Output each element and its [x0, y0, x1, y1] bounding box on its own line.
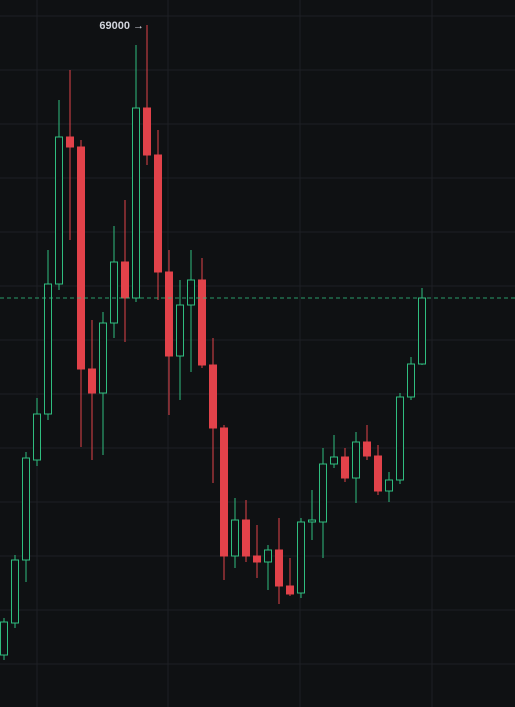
candle-body [99, 322, 107, 394]
candle-body [121, 261, 129, 299]
candle-body [308, 519, 316, 523]
candle-body [88, 368, 96, 394]
candle-body [319, 463, 327, 523]
candle-body [154, 154, 162, 273]
candle-body [352, 441, 360, 479]
annotation: 69000 → [99, 20, 144, 32]
candle-body [187, 279, 195, 306]
candle-body [341, 456, 349, 479]
candle-body [418, 297, 426, 365]
candle-body [55, 136, 63, 285]
candle-body [374, 455, 382, 492]
candle-body [385, 479, 393, 492]
candle-body [0, 621, 8, 656]
candle-body [297, 521, 305, 594]
candle-body [407, 363, 415, 398]
candle-body [209, 364, 217, 429]
candle-body [253, 555, 261, 563]
candle-body [66, 136, 74, 148]
candle-body [220, 427, 228, 557]
candle-body [231, 519, 239, 557]
candle-body [165, 271, 173, 357]
candle-body [286, 585, 294, 595]
candle-body [33, 413, 41, 461]
candle-body [242, 519, 250, 557]
candle-body [110, 261, 118, 324]
candle-body [264, 549, 272, 563]
candle-body [77, 146, 85, 370]
candle-body [132, 107, 140, 299]
candle-body [22, 457, 30, 561]
candle-body [363, 441, 371, 457]
candle-body [176, 304, 184, 357]
candle-body [143, 107, 151, 156]
candle-body [275, 549, 283, 587]
candle-body [330, 456, 338, 465]
candle-body [198, 279, 206, 366]
candle-body [44, 283, 52, 415]
candle-body [11, 559, 19, 624]
candle-body [396, 396, 404, 481]
